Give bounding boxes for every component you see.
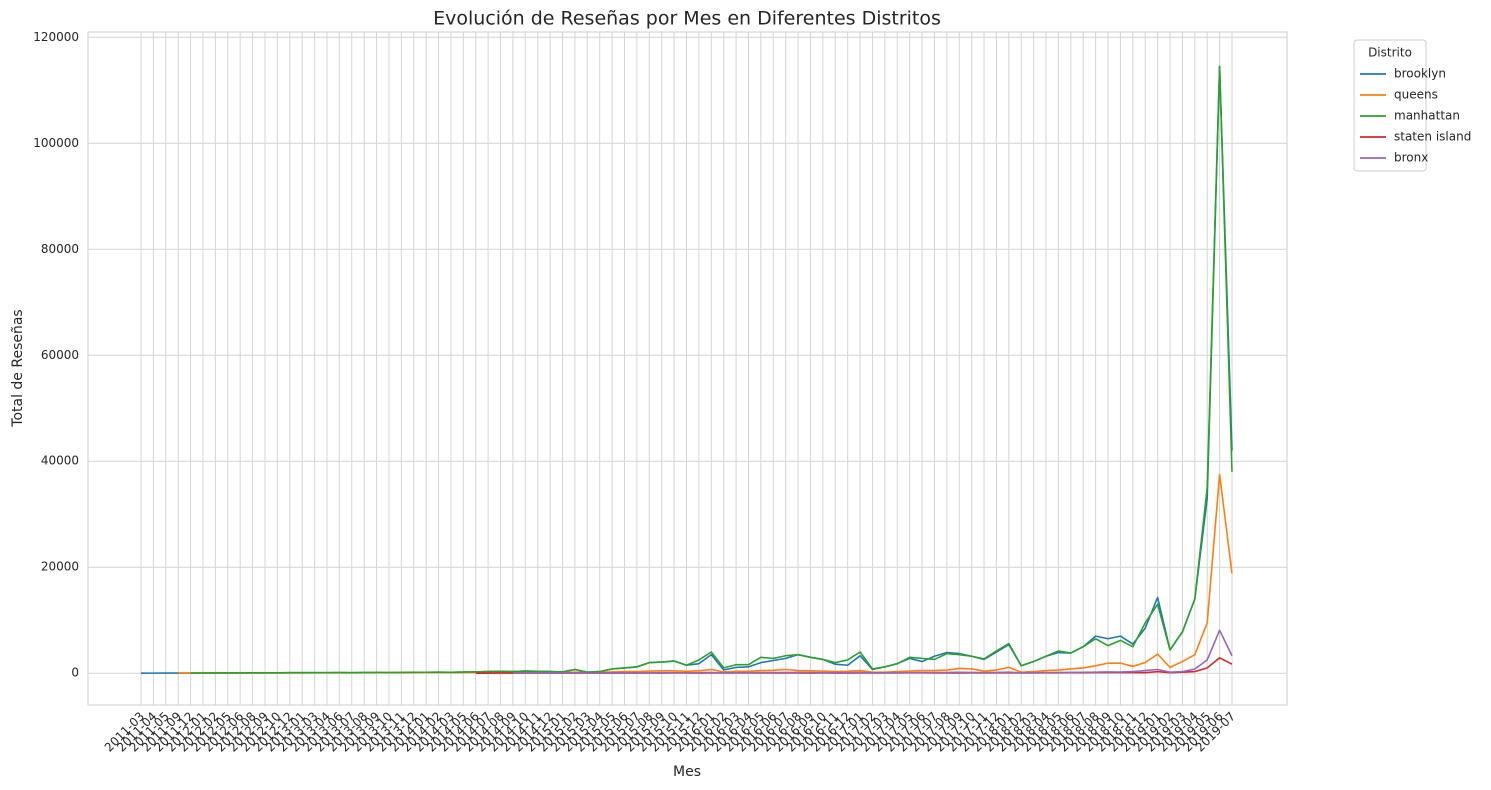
chart-title: Evolución de Reseñas por Mes en Diferent… xyxy=(433,8,941,30)
y-axis-label: Total de Reseñas xyxy=(10,309,26,427)
legend-box xyxy=(1353,39,1427,172)
legend-label: staten island xyxy=(1394,130,1471,144)
grid xyxy=(88,32,1287,705)
legend-label: manhattan xyxy=(1394,109,1460,123)
series-line xyxy=(512,629,1233,674)
y-tick-label: 0 xyxy=(71,666,79,680)
y-tick-label: 60000 xyxy=(41,348,79,362)
series-line xyxy=(190,65,1233,674)
legend-label: brooklyn xyxy=(1394,67,1446,81)
legend-title: Distrito xyxy=(1368,46,1412,60)
legend: Distrito brooklyn queens manhattan staten i… xyxy=(1353,39,1471,172)
y-tick-label: 120000 xyxy=(33,30,79,44)
lines xyxy=(140,65,1233,674)
plot-frame xyxy=(87,31,1288,706)
x-axis-label: Mes xyxy=(673,764,701,780)
y-tick-label: 80000 xyxy=(41,242,79,256)
y-tick-label: 40000 xyxy=(41,454,79,468)
y-tick-label: 20000 xyxy=(41,560,79,574)
series-line xyxy=(178,473,1233,674)
legend-label: queens xyxy=(1394,88,1438,102)
y-tick-label: 100000 xyxy=(33,136,79,150)
legend-label: bronx xyxy=(1394,151,1428,165)
